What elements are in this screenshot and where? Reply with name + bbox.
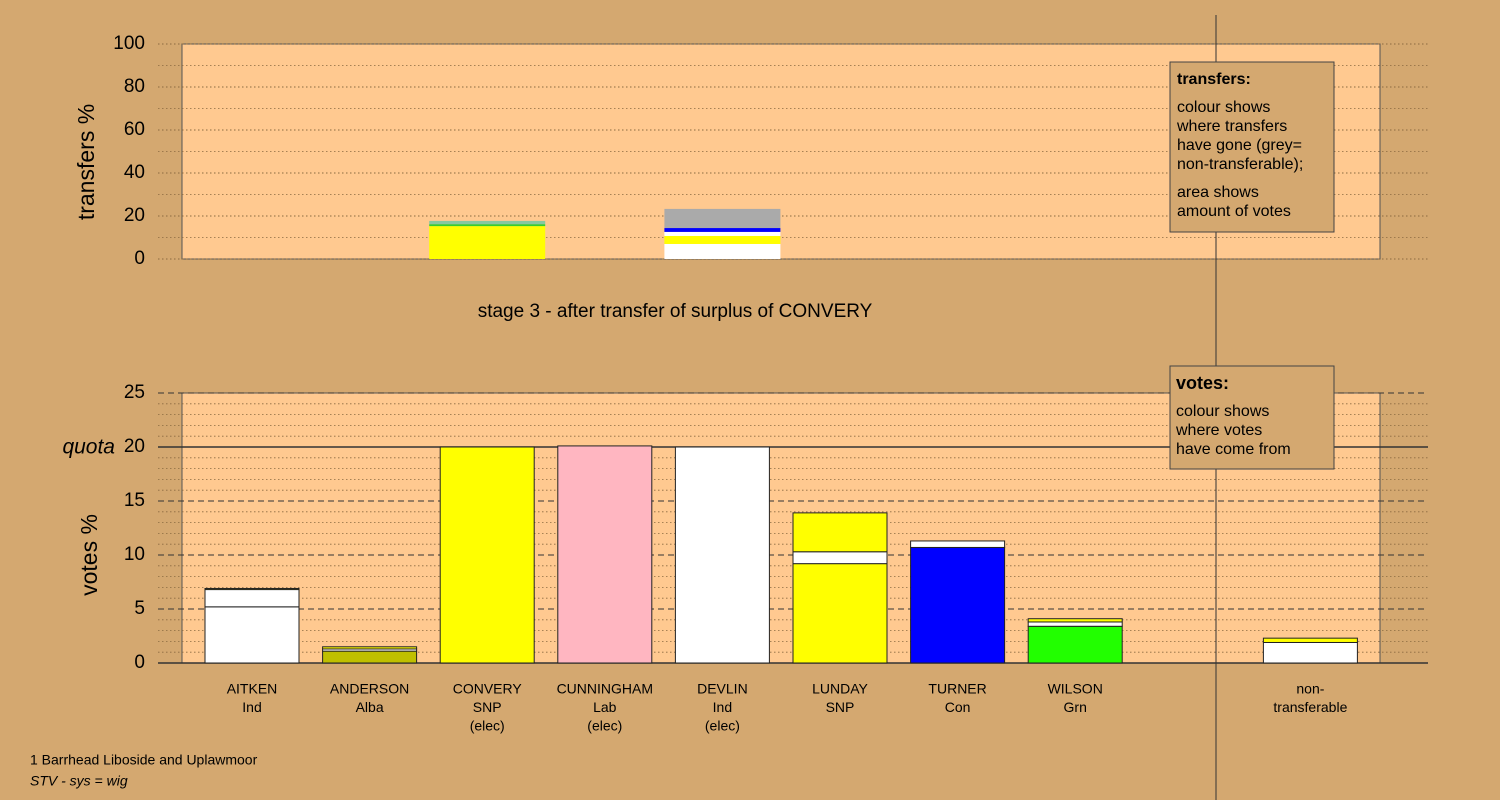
y-tick-label: 25 (124, 382, 145, 403)
x-tick-label: SNP (826, 699, 855, 715)
y-tick-label: 15 (124, 490, 145, 511)
bar-segment (1262, 637, 1358, 643)
bar-segment (664, 228, 781, 232)
stage-title: stage 3 - after transfer of surplus of C… (478, 301, 873, 322)
box-text: where transfers (1176, 118, 1287, 135)
x-tick-label: Con (945, 699, 971, 715)
x-tick-label: Ind (242, 699, 261, 715)
footer-system: STV - sys = wig (30, 773, 128, 789)
x-tick-label: (elec) (705, 718, 740, 734)
bar-segment (1027, 618, 1123, 623)
x-tick-label: (elec) (470, 718, 505, 734)
bar-segment (674, 446, 770, 664)
box-title: transfers: (1177, 71, 1251, 88)
y-tick-label: 20 (124, 205, 145, 226)
x-tick-label: CUNNINGHAM (557, 681, 653, 697)
bar-segment (322, 646, 418, 650)
bar-segment (429, 226, 546, 259)
x-tick-label: LUNDAY (812, 681, 868, 697)
y-tick-label: 60 (124, 119, 145, 140)
x-tick-label: Ind (713, 699, 732, 715)
bar-segment (792, 512, 888, 553)
bar-segment (910, 546, 1006, 664)
x-tick-label: SNP (473, 699, 502, 715)
y-tick-label: 40 (124, 162, 145, 183)
x-tick-label: non- (1296, 681, 1324, 697)
box-text: non-transferable); (1177, 156, 1303, 173)
bar-segment (792, 551, 888, 565)
bar-segment (792, 563, 888, 664)
box-text: colour shows (1176, 403, 1269, 420)
box-text: have gone (grey= (1177, 137, 1302, 154)
bar-segment (204, 587, 300, 591)
y-tick-label: 0 (134, 248, 145, 269)
box-text: where votes (1175, 422, 1262, 439)
y-axis-label: transfers % (73, 104, 99, 220)
y-tick-label: 0 (134, 652, 145, 673)
bar-segment (1262, 641, 1358, 664)
box-text: amount of votes (1177, 203, 1291, 220)
bar-segment (322, 650, 418, 664)
bar-segment (1027, 625, 1123, 664)
bar-segment (439, 446, 535, 664)
x-tick-label: transferable (1273, 699, 1347, 715)
bar-segment (664, 231, 781, 236)
x-tick-label: Alba (356, 699, 384, 715)
y-tick-label: 80 (124, 76, 145, 97)
x-tick-label: WILSON (1048, 681, 1103, 697)
x-tick-label: CONVERY (453, 681, 523, 697)
bar-segment (664, 235, 781, 244)
quota-label: quota (62, 436, 115, 459)
bar-segment (429, 220, 546, 225)
footer-ward: 1 Barrhead Liboside and Uplawmoor (30, 752, 258, 768)
bar-segment (429, 224, 546, 227)
bar-segment (910, 540, 1006, 548)
x-tick-label: DEVLIN (697, 681, 748, 697)
bar-segment (664, 208, 781, 229)
box-text: colour shows (1177, 99, 1270, 116)
bar-segment (204, 589, 300, 608)
y-axis-label: votes % (76, 514, 102, 596)
y-tick-label: 5 (134, 598, 145, 619)
x-tick-label: (elec) (587, 718, 622, 734)
bar-segment (557, 445, 653, 664)
x-tick-label: AITKEN (227, 681, 278, 697)
bar-segment (204, 606, 300, 664)
y-tick-label: 100 (113, 33, 145, 54)
votes-box (1169, 365, 1335, 470)
x-tick-label: TURNER (928, 681, 986, 697)
x-tick-label: ANDERSON (330, 681, 409, 697)
y-tick-label: 10 (124, 544, 145, 565)
box-title: votes: (1176, 373, 1229, 393)
box-text: have come from (1176, 441, 1291, 458)
transfers-box (1169, 61, 1335, 233)
x-tick-label: Lab (593, 699, 617, 715)
box-text: area shows (1177, 184, 1259, 201)
x-tick-label: Grn (1064, 699, 1087, 715)
y-tick-label: 20 (124, 436, 145, 457)
bar-segment (1027, 621, 1123, 627)
bar-segment (664, 243, 781, 259)
